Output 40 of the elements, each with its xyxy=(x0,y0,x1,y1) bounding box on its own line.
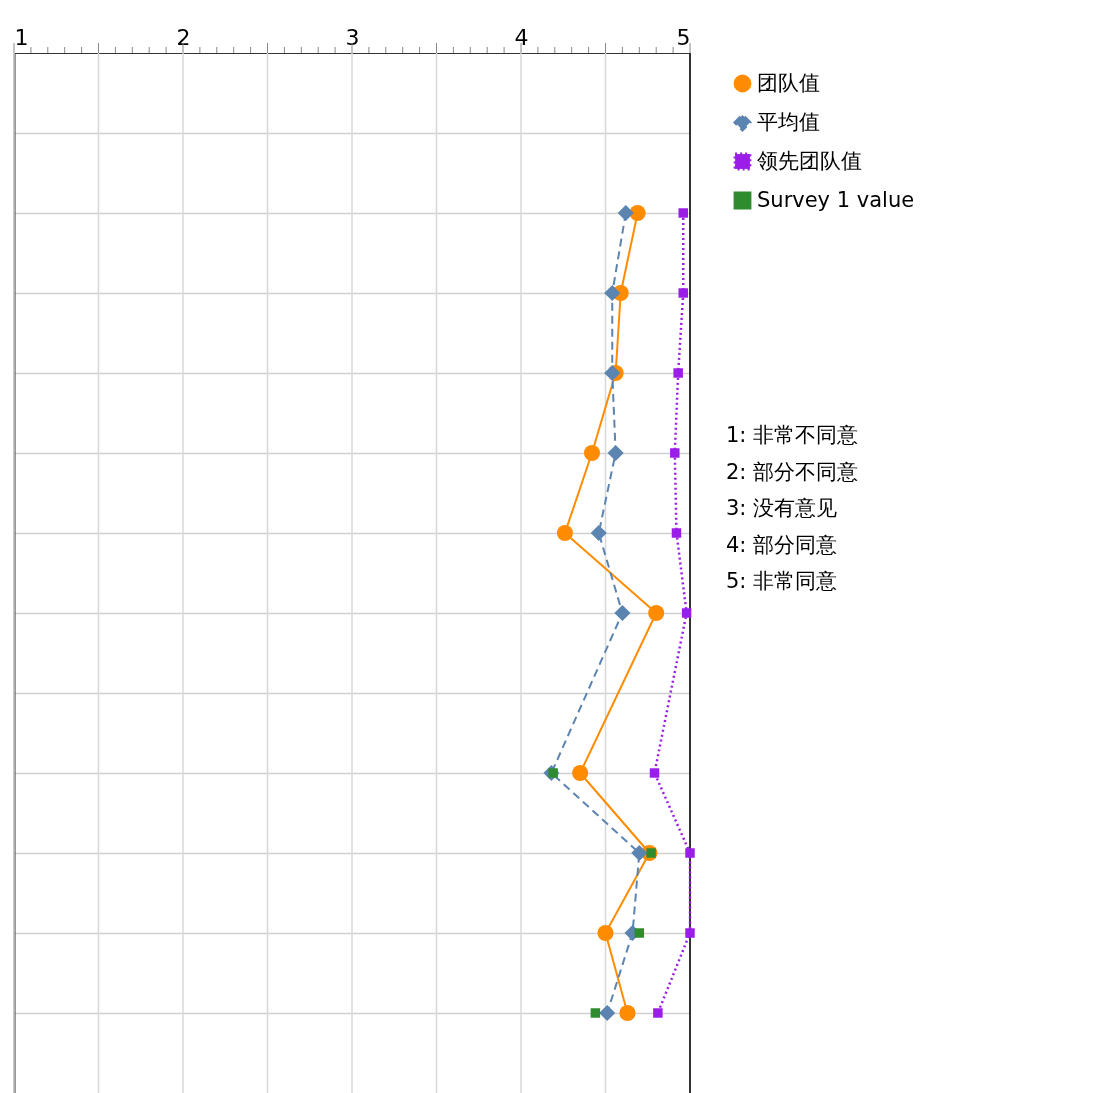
x-tick-label: 5 xyxy=(676,24,691,50)
point xyxy=(583,444,601,462)
x-tick-label: 1 xyxy=(14,24,29,50)
point xyxy=(631,844,648,862)
point xyxy=(671,528,682,538)
point xyxy=(678,288,688,298)
point xyxy=(634,928,645,938)
point xyxy=(649,768,660,778)
text: 5: 非常同意 xyxy=(726,569,838,593)
point xyxy=(678,208,688,218)
point xyxy=(590,1008,601,1018)
point xyxy=(670,448,680,458)
text: 1: 非常不同意 xyxy=(726,423,859,447)
point xyxy=(607,444,624,462)
text: 2: 部分不同意 xyxy=(726,459,859,484)
point xyxy=(556,524,573,542)
point xyxy=(572,764,589,782)
point xyxy=(590,524,607,542)
text: 3: 没有意见 xyxy=(726,496,838,520)
x-tick-label: 3 xyxy=(345,24,360,50)
point xyxy=(648,604,665,622)
legend-label: Survey 1 value xyxy=(757,187,915,212)
point xyxy=(617,204,634,222)
point xyxy=(685,848,695,858)
point xyxy=(619,1004,636,1022)
point xyxy=(653,1008,663,1018)
legend-label: 领先团队值 xyxy=(757,148,862,173)
point xyxy=(614,604,631,622)
legend-label: 平均值 xyxy=(757,109,820,134)
point xyxy=(685,928,695,938)
point xyxy=(597,924,614,942)
point xyxy=(681,608,692,618)
text: 4: 部分同意 xyxy=(726,532,838,557)
point xyxy=(599,1004,616,1022)
point xyxy=(604,284,621,302)
point xyxy=(673,368,683,378)
x-tick-label: 2 xyxy=(176,24,191,50)
point xyxy=(629,204,646,222)
legend-label: 团队值 xyxy=(757,70,820,95)
x-tick-label: 4 xyxy=(514,24,529,50)
